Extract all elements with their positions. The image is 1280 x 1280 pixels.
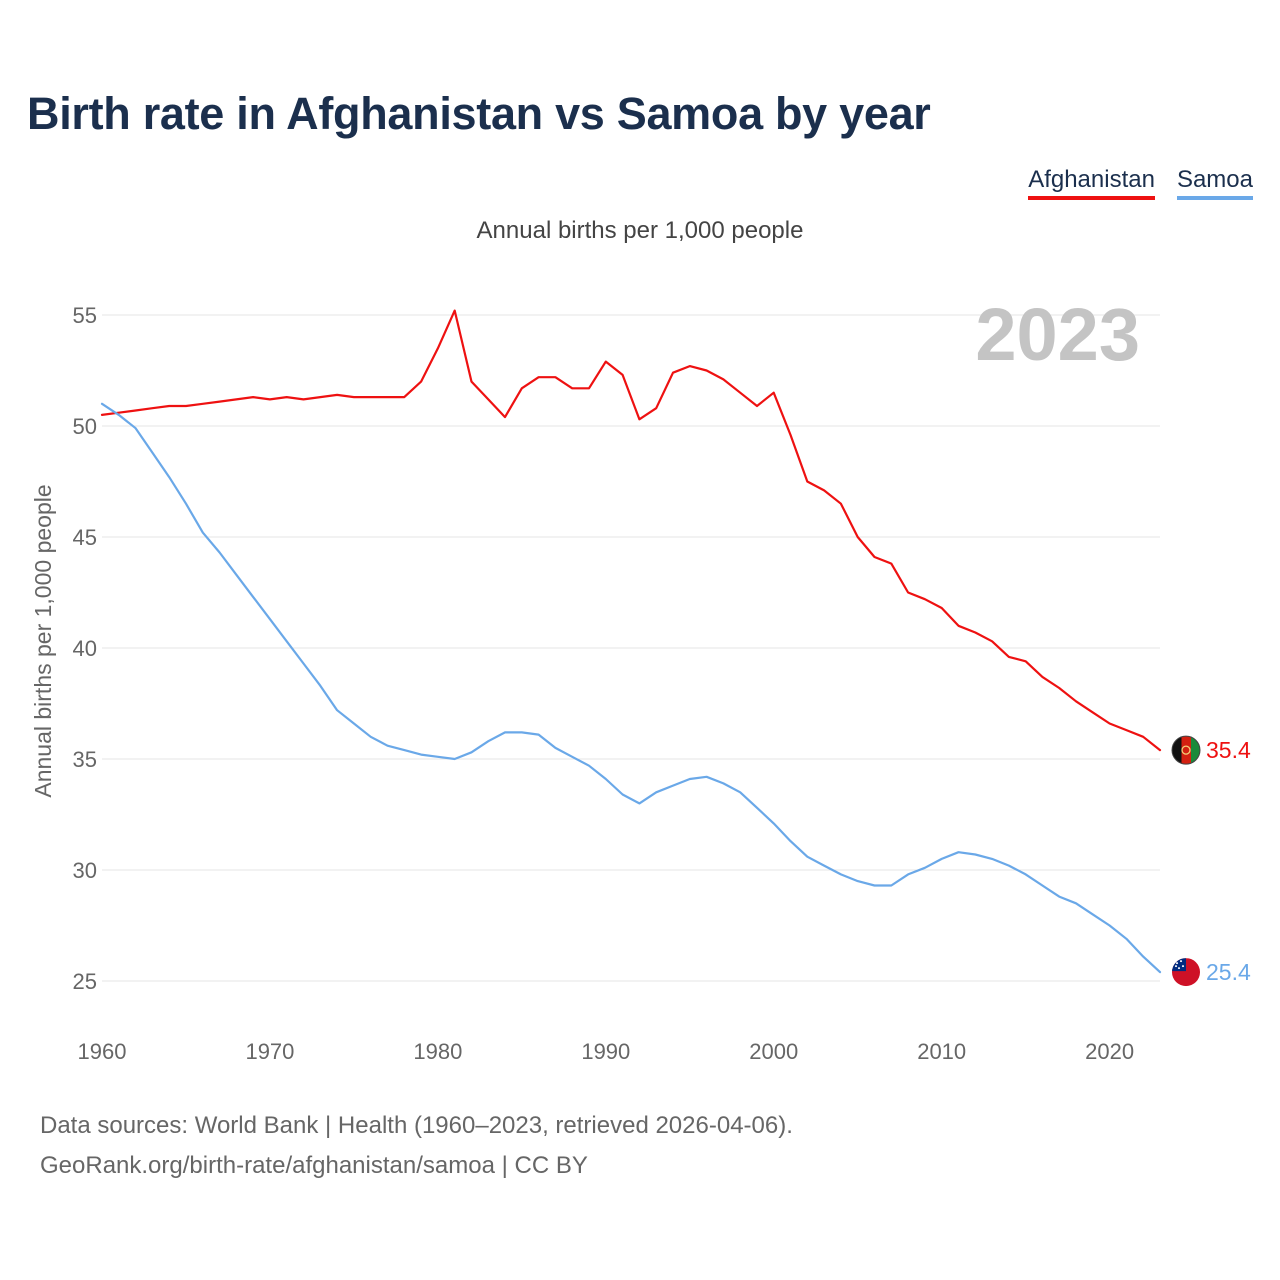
flag-marker-afghanistan (1171, 735, 1201, 765)
flag-star-2 (1182, 965, 1184, 968)
flag-star-0 (1176, 962, 1178, 965)
line-chart: 25 30 35 40 45 50 55 1960 1970 1980 1990 2000 2010 20… (30, 293, 1251, 1064)
end-label-samoa: 25.4 (1206, 959, 1251, 985)
x-tick-label-1960: 1960 (78, 1039, 127, 1064)
legend-item-afghanistan[interactable]: Afghanistan (1028, 166, 1155, 200)
flag-star-3 (1178, 967, 1180, 970)
year-watermark: 2023 (975, 293, 1140, 376)
y-tick-label-45: 45 (73, 525, 97, 550)
end-label-afghanistan: 35.4 (1206, 737, 1251, 763)
series-line-afghanistan (100, 309, 1162, 752)
flag-star-1 (1180, 960, 1182, 963)
flag-fields-samoa (1172, 958, 1200, 987)
x-tick-label-2000: 2000 (749, 1039, 798, 1064)
flag-stripe-black (1172, 736, 1182, 765)
legend: Afghanistan Samoa (1028, 166, 1253, 200)
flag-stripe-red (1181, 736, 1191, 765)
legend-item-samoa[interactable]: Samoa (1176, 166, 1253, 200)
flag-emblem (1181, 745, 1191, 755)
y-tick-label-25: 25 (73, 969, 97, 994)
x-tick-label-2020: 2020 (1085, 1039, 1134, 1064)
data-source-note: Data sources: World Bank | Health (1960–… (40, 1112, 793, 1139)
x-tick-label-1990: 1990 (581, 1039, 630, 1064)
y-tick-label-30: 30 (73, 858, 97, 883)
y-tick-label-55: 55 (73, 303, 97, 328)
flag-stripe-green (1191, 736, 1200, 765)
flag-outline (1171, 735, 1201, 765)
y-axis-label: Annual births per 1,000 people (30, 484, 56, 797)
y-tick-label-35: 35 (73, 747, 97, 772)
x-tick-label-1980: 1980 (413, 1039, 462, 1064)
series-line-samoa (100, 402, 1162, 974)
footer: Data sources: World Bank | Health (1960–… (40, 1106, 793, 1186)
flag-marker-samoa (1172, 958, 1200, 987)
flag-canton-blue (1172, 958, 1186, 972)
y-tick-label-40: 40 (73, 636, 97, 661)
source-url: GeoRank.org/birth-rate/afghanistan/samoa… (40, 1152, 588, 1179)
flag-star-4 (1175, 965, 1177, 968)
flag-stripes-afghanistan (1172, 736, 1200, 765)
x-tick-label-1970: 1970 (245, 1039, 294, 1064)
chart-title: Birth rate in Afghanistan vs Samoa by ye… (27, 88, 931, 139)
x-tick-label-2010: 2010 (917, 1039, 966, 1064)
y-tick-label-50: 50 (73, 414, 97, 439)
chart-subtitle: Annual births per 1,000 people (476, 217, 804, 244)
